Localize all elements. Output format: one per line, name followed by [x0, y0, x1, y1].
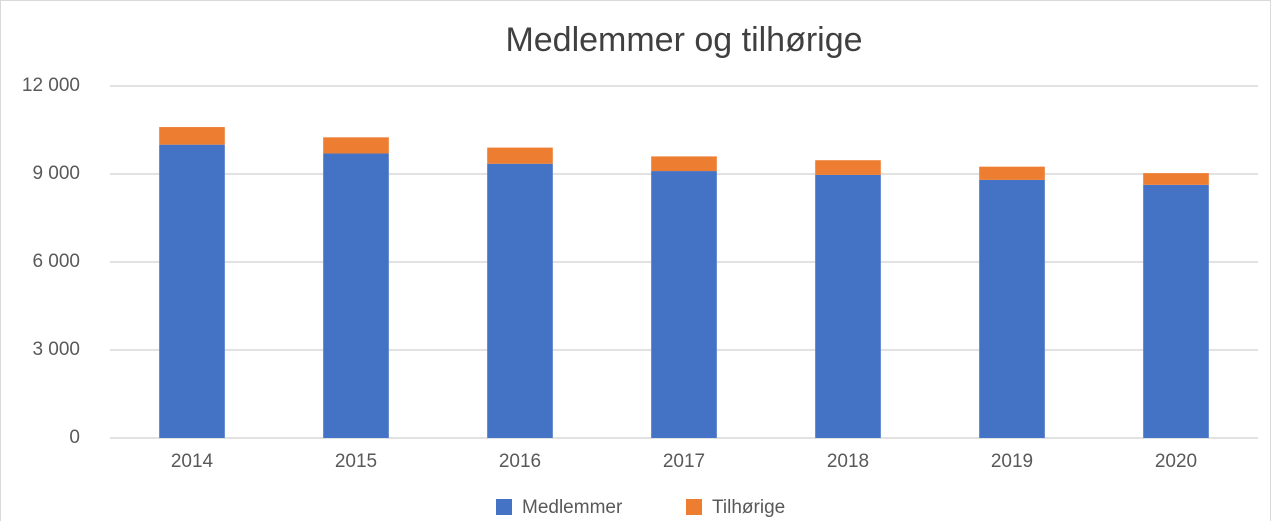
bar-segment — [979, 166, 1045, 180]
bar-segment — [159, 144, 225, 438]
x-tick-label: 2016 — [499, 451, 541, 472]
x-tick-label: 2017 — [663, 451, 705, 472]
bar-segment — [815, 160, 881, 175]
y-tick-label: 6 000 — [32, 251, 80, 272]
legend-swatch — [496, 499, 512, 515]
bar-segment — [323, 153, 389, 438]
legend-swatch — [686, 499, 702, 515]
y-tick-label: 9 000 — [32, 163, 80, 184]
bar-segment — [651, 156, 717, 172]
bar-segment — [651, 171, 717, 439]
legend-label: Medlemmer — [522, 497, 623, 518]
bar-segment — [159, 127, 225, 145]
x-tick-label: 2015 — [335, 451, 377, 472]
x-tick-label: 2019 — [991, 451, 1033, 472]
bar-segment — [979, 179, 1045, 438]
chart-title: Medlemmer og tilhørige — [505, 21, 862, 59]
bar-segment — [487, 163, 553, 438]
y-tick-label: 3 000 — [32, 339, 80, 360]
y-tick-label: 12 000 — [22, 75, 80, 96]
bar-segment — [1143, 173, 1209, 185]
legend-label: Tilhørige — [712, 497, 785, 518]
bar-segment — [815, 174, 881, 438]
x-tick-label: 2018 — [827, 451, 869, 472]
y-tick-label: 0 — [69, 427, 80, 448]
bar-segment — [1143, 184, 1209, 438]
x-tick-label: 2014 — [171, 451, 214, 472]
bar-segment — [487, 147, 553, 164]
x-tick-label: 2020 — [1155, 451, 1197, 472]
bar-segment — [323, 137, 389, 154]
